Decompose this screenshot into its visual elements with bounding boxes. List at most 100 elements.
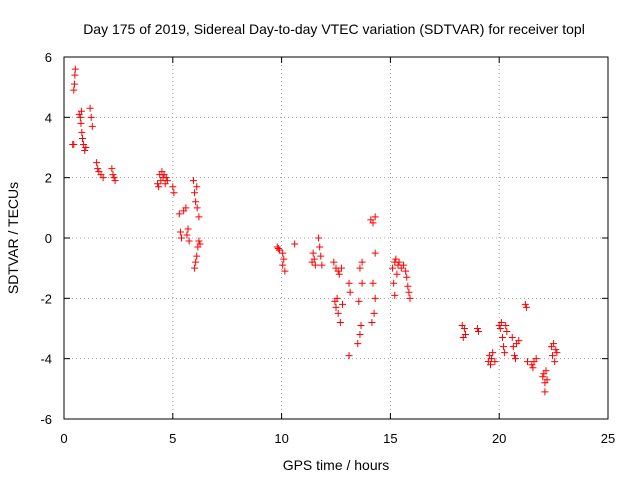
data-point [195, 237, 203, 245]
data-point [503, 328, 511, 336]
data-point [552, 346, 560, 354]
data-point [369, 279, 377, 287]
data-point [311, 261, 319, 269]
data-point [337, 264, 345, 272]
data-point [163, 177, 171, 185]
data-point [522, 303, 530, 311]
data-point [357, 321, 365, 329]
data-point [395, 258, 403, 266]
data-point [162, 174, 170, 182]
data-point [371, 249, 379, 257]
data-point [335, 270, 343, 278]
data-point [191, 264, 199, 272]
data-point [71, 65, 79, 73]
data-point [502, 321, 510, 329]
data-point [475, 328, 483, 336]
data-point [111, 177, 119, 185]
grid-lines [64, 57, 608, 419]
data-point [529, 364, 537, 372]
data-point [279, 261, 287, 269]
data-point [488, 355, 496, 363]
data-point [370, 309, 378, 317]
data-point [553, 349, 561, 357]
data-point [70, 86, 78, 94]
data-point [315, 234, 323, 242]
data-point [77, 119, 85, 127]
data-point [460, 325, 468, 332]
data-point [392, 255, 400, 263]
x-axis-ticks: 0 5 10 15 20 25 [60, 57, 615, 446]
data-point [371, 294, 379, 302]
data-point [76, 113, 84, 121]
data-point [185, 237, 193, 245]
data-point [523, 358, 531, 366]
data-point [88, 122, 96, 130]
data-point [70, 80, 78, 88]
x-tick-label: 20 [492, 431, 506, 446]
data-point [334, 309, 342, 317]
data-point [193, 252, 201, 260]
y-tick-label: -6 [40, 412, 52, 427]
data-point [339, 300, 347, 308]
data-point [356, 331, 364, 339]
data-point [193, 204, 201, 212]
data-point [491, 358, 499, 366]
data-point [355, 297, 363, 305]
x-tick-label: 10 [274, 431, 288, 446]
data-point [77, 107, 85, 115]
data-point [86, 104, 94, 112]
data-point [405, 288, 413, 296]
data-point [316, 243, 324, 251]
data-point [512, 355, 520, 363]
data-point [334, 267, 342, 275]
data-point [182, 204, 190, 212]
data-point [189, 177, 197, 185]
data-point [354, 340, 362, 348]
data-point [358, 279, 366, 287]
data-point [358, 258, 366, 266]
y-tick-label: -2 [40, 291, 52, 306]
data-point [317, 252, 325, 260]
data-point [402, 267, 410, 275]
data-point [543, 376, 551, 384]
data-point [508, 334, 516, 342]
data-point [81, 147, 89, 155]
x-axis-label: GPS time / hours [283, 457, 390, 473]
data-point [541, 388, 549, 396]
data-point [78, 128, 86, 136]
data-point [110, 174, 118, 182]
data-point [170, 189, 178, 197]
data-point [371, 213, 379, 221]
data-point [336, 318, 344, 326]
data-point [390, 279, 398, 287]
data-point [550, 340, 558, 348]
data-point [521, 300, 529, 308]
data-point [169, 183, 177, 191]
data-point [192, 198, 200, 206]
data-point [489, 349, 497, 357]
y-tick-label: 2 [45, 171, 52, 186]
data-points [69, 65, 561, 396]
data-point [184, 225, 192, 233]
data-point [510, 352, 518, 360]
data-point [356, 264, 364, 272]
data-point [176, 228, 184, 236]
data-point [93, 159, 101, 167]
data-point [99, 174, 107, 182]
data-point [78, 134, 86, 142]
data-point [551, 358, 559, 366]
data-point [404, 282, 412, 290]
data-point [87, 113, 95, 121]
y-tick-label: 6 [45, 50, 52, 65]
y-axis-ticks: -6 -4 -2 0 2 4 6 [40, 50, 608, 427]
y-tick-label: -4 [40, 352, 52, 367]
data-point [109, 171, 117, 179]
data-point [309, 249, 317, 257]
data-point [496, 325, 504, 332]
chart-title: Day 175 of 2019, Sidereal Day-to-day VTE… [83, 21, 585, 37]
data-point [94, 165, 102, 173]
data-point [274, 245, 282, 253]
data-point [500, 343, 508, 351]
data-point [515, 337, 523, 345]
